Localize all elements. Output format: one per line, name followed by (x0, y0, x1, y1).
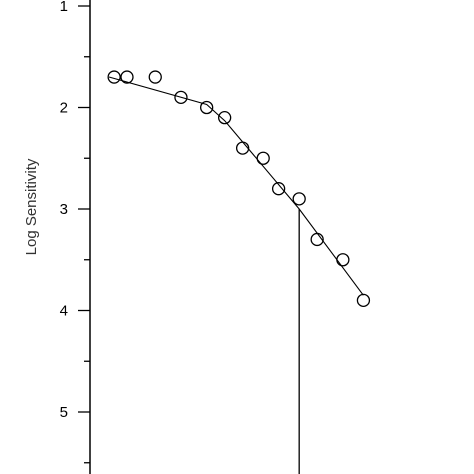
data-point (356, 293, 371, 308)
y-tick-label: 1 (60, 0, 68, 15)
data-point (200, 100, 214, 115)
data-point (148, 70, 162, 84)
y-axis-title: Log Sensitivity (23, 158, 40, 255)
y-axis: 1 2 3 4 5 (60, 0, 91, 474)
data-point (256, 151, 270, 165)
data-point (217, 111, 232, 125)
data-point (292, 192, 306, 206)
y-tick-label: 2 (60, 100, 68, 117)
data-point (235, 141, 250, 155)
data-point (174, 90, 188, 104)
data-point (120, 70, 134, 84)
data-point (336, 253, 350, 267)
data-point (310, 232, 324, 247)
plot-area (107, 70, 371, 474)
y-tick-label: 4 (60, 303, 68, 320)
y-tick-label: 3 (60, 201, 68, 218)
data-point (107, 70, 121, 84)
y-tick-label: 5 (60, 404, 68, 421)
data-point (271, 182, 286, 196)
fit-line (108, 76, 364, 296)
